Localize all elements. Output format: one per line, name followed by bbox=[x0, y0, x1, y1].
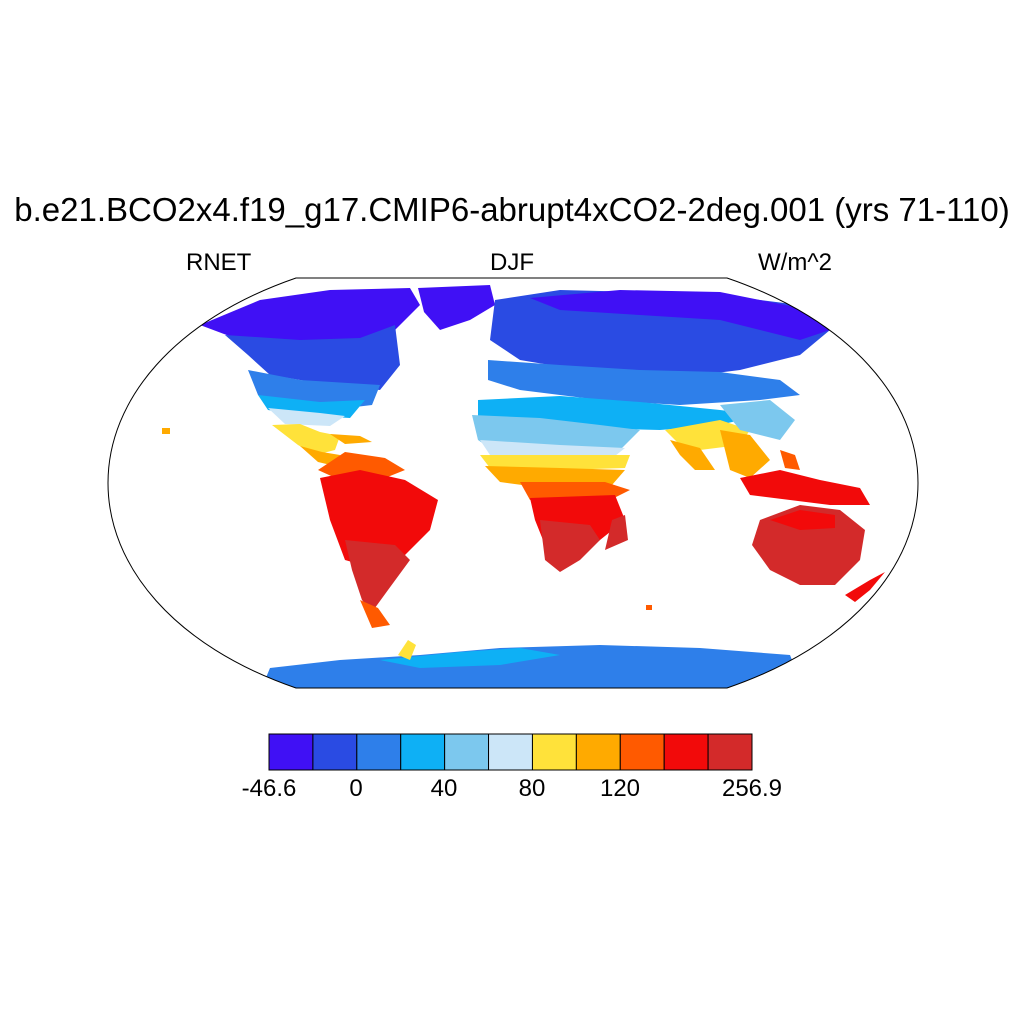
south-america-north bbox=[318, 452, 405, 480]
indonesia bbox=[740, 470, 870, 505]
mexico bbox=[272, 424, 340, 455]
africa-cape bbox=[540, 520, 600, 572]
siberia-arctic bbox=[530, 290, 830, 340]
colorbar bbox=[268, 733, 753, 771]
falklands bbox=[646, 605, 652, 610]
map-border bbox=[107, 277, 919, 689]
plot-title: b.e21.BCO2x4.f19_g17.CMIP6-abrupt4xCO2-2… bbox=[14, 191, 1010, 228]
colorbar-box bbox=[575, 733, 621, 771]
variable-label: RNET bbox=[186, 249, 252, 276]
colorbar-tick-label: 0 bbox=[349, 775, 363, 802]
colorbar-box bbox=[312, 733, 358, 771]
colorbar-box bbox=[531, 733, 577, 771]
se-asia bbox=[720, 430, 770, 478]
colorbar-box bbox=[488, 733, 533, 771]
caribbean bbox=[330, 434, 372, 444]
india-south bbox=[670, 440, 715, 470]
season-label: DJF bbox=[490, 249, 534, 276]
hawaii bbox=[162, 428, 170, 434]
east-asia bbox=[720, 400, 795, 440]
central-america bbox=[300, 446, 340, 466]
colorbar-tick-label: 40 bbox=[430, 775, 458, 802]
north-america-arctic bbox=[200, 288, 420, 345]
colorbar-tick-label: -46.6 bbox=[241, 775, 297, 802]
colorbar-tick-label: 80 bbox=[518, 775, 546, 802]
colorbar-tick-label: 120 bbox=[599, 775, 641, 802]
colorbar-tick-label: 256.9 bbox=[721, 775, 783, 802]
greenland bbox=[418, 285, 495, 330]
units-label: W/m^2 bbox=[758, 249, 832, 276]
antarctica bbox=[265, 645, 800, 688]
colorbar-box bbox=[663, 733, 709, 771]
colorbar-box bbox=[356, 733, 402, 771]
colorbar-box bbox=[268, 733, 314, 771]
australia bbox=[752, 505, 865, 585]
south-america-south bbox=[345, 540, 410, 612]
australia-north bbox=[770, 510, 835, 530]
madagascar bbox=[605, 515, 628, 550]
antarctic-peninsula bbox=[398, 640, 416, 660]
europe-middle bbox=[488, 360, 800, 405]
africa-sahel bbox=[480, 455, 630, 470]
colorbar-box bbox=[444, 733, 490, 771]
colorbar-box bbox=[707, 733, 753, 771]
colorbar-box bbox=[400, 733, 446, 771]
north-america-canada bbox=[225, 325, 400, 390]
new-zealand bbox=[845, 572, 885, 602]
patagonia bbox=[360, 600, 390, 628]
antarctica-coast-band bbox=[380, 648, 560, 668]
philippines bbox=[780, 450, 800, 470]
colorbar-box bbox=[619, 733, 665, 771]
north-america-gulf bbox=[268, 408, 345, 426]
map-fields bbox=[162, 285, 885, 688]
